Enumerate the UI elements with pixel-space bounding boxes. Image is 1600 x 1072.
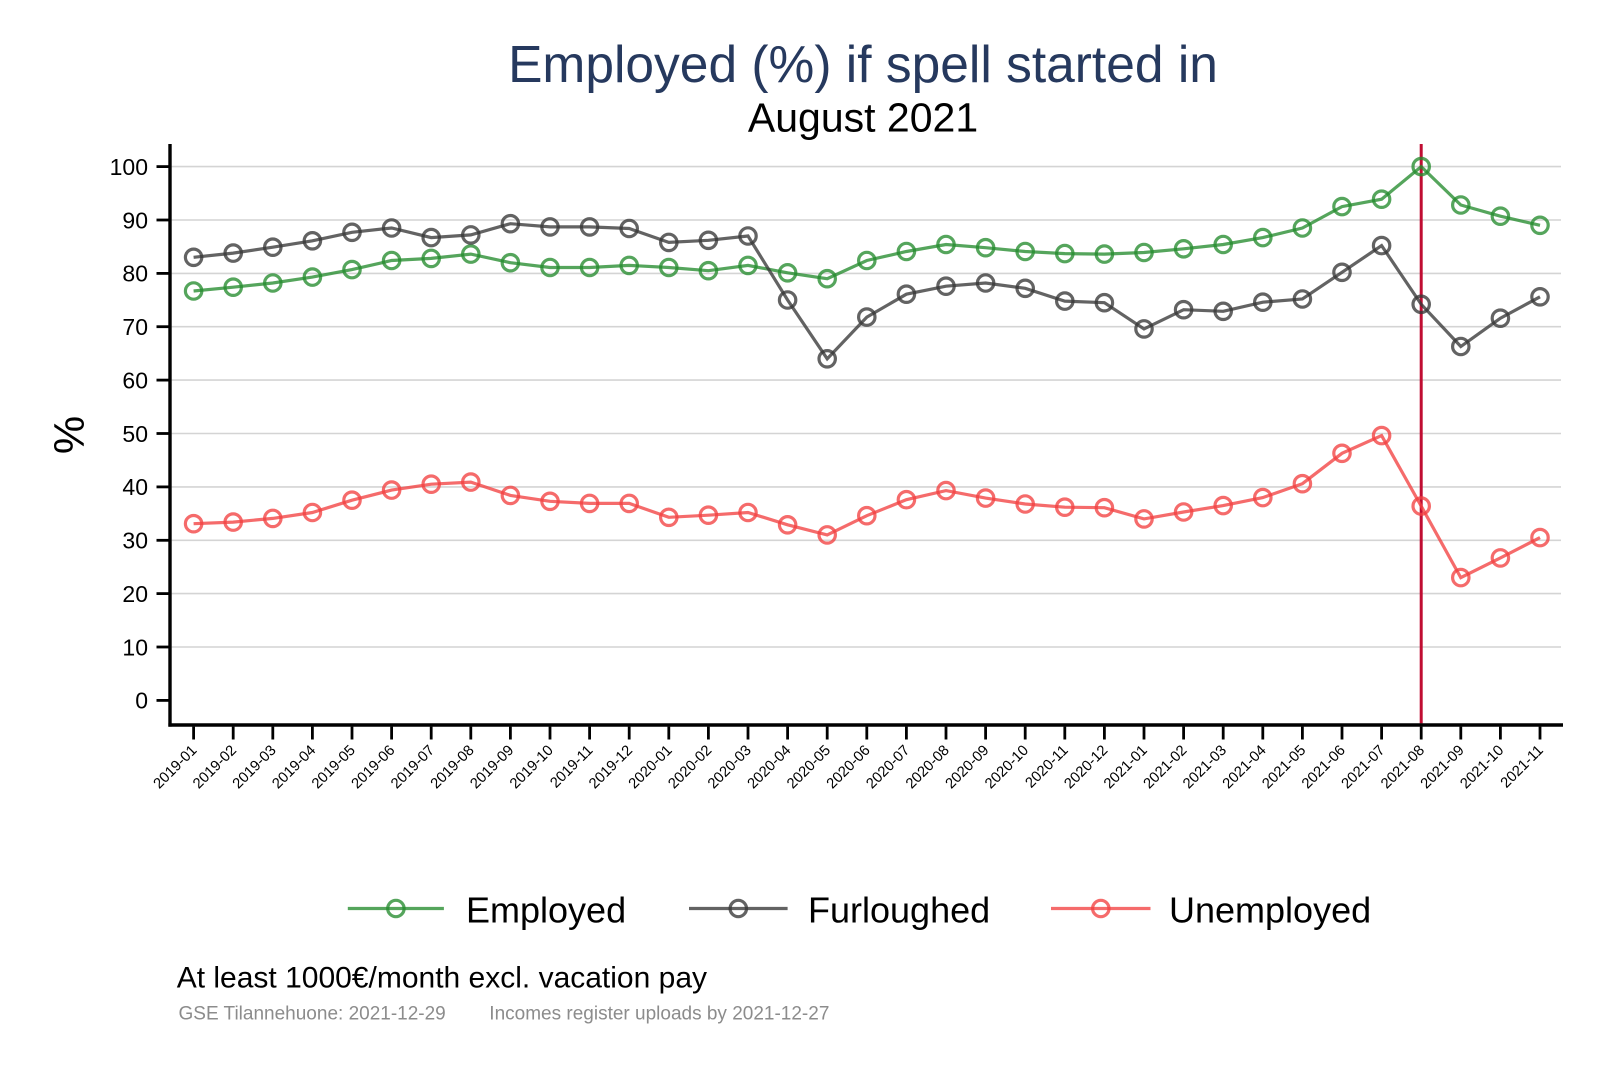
svg-text:Unemployed: Unemployed: [1169, 890, 1371, 931]
svg-text:40: 40: [122, 474, 148, 500]
svg-text:August 2021: August 2021: [748, 95, 978, 141]
svg-text:70: 70: [122, 314, 148, 340]
svg-text:90: 90: [122, 207, 148, 233]
svg-text:10: 10: [122, 634, 148, 660]
svg-text:Employed: Employed: [466, 890, 626, 931]
svg-text:80: 80: [122, 261, 148, 287]
svg-text:Employed (%) if spell started: Employed (%) if spell started in: [508, 35, 1218, 93]
svg-text:60: 60: [122, 367, 148, 393]
svg-text:At least 1000€/month excl. vac: At least 1000€/month excl. vacation pay: [177, 962, 707, 995]
svg-text:20: 20: [122, 581, 148, 607]
svg-text:30: 30: [122, 528, 148, 554]
svg-text:Furloughed: Furloughed: [808, 890, 990, 931]
svg-text:Incomes register uploads by 20: Incomes register uploads by 2021-12-27: [489, 1003, 829, 1024]
svg-text:50: 50: [122, 421, 148, 447]
svg-text:%: %: [46, 416, 94, 454]
svg-text:GSE Tilannehuone: 2021-12-29: GSE Tilannehuone: 2021-12-29: [179, 1003, 446, 1024]
svg-text:100: 100: [110, 154, 148, 180]
svg-text:0: 0: [135, 688, 148, 714]
